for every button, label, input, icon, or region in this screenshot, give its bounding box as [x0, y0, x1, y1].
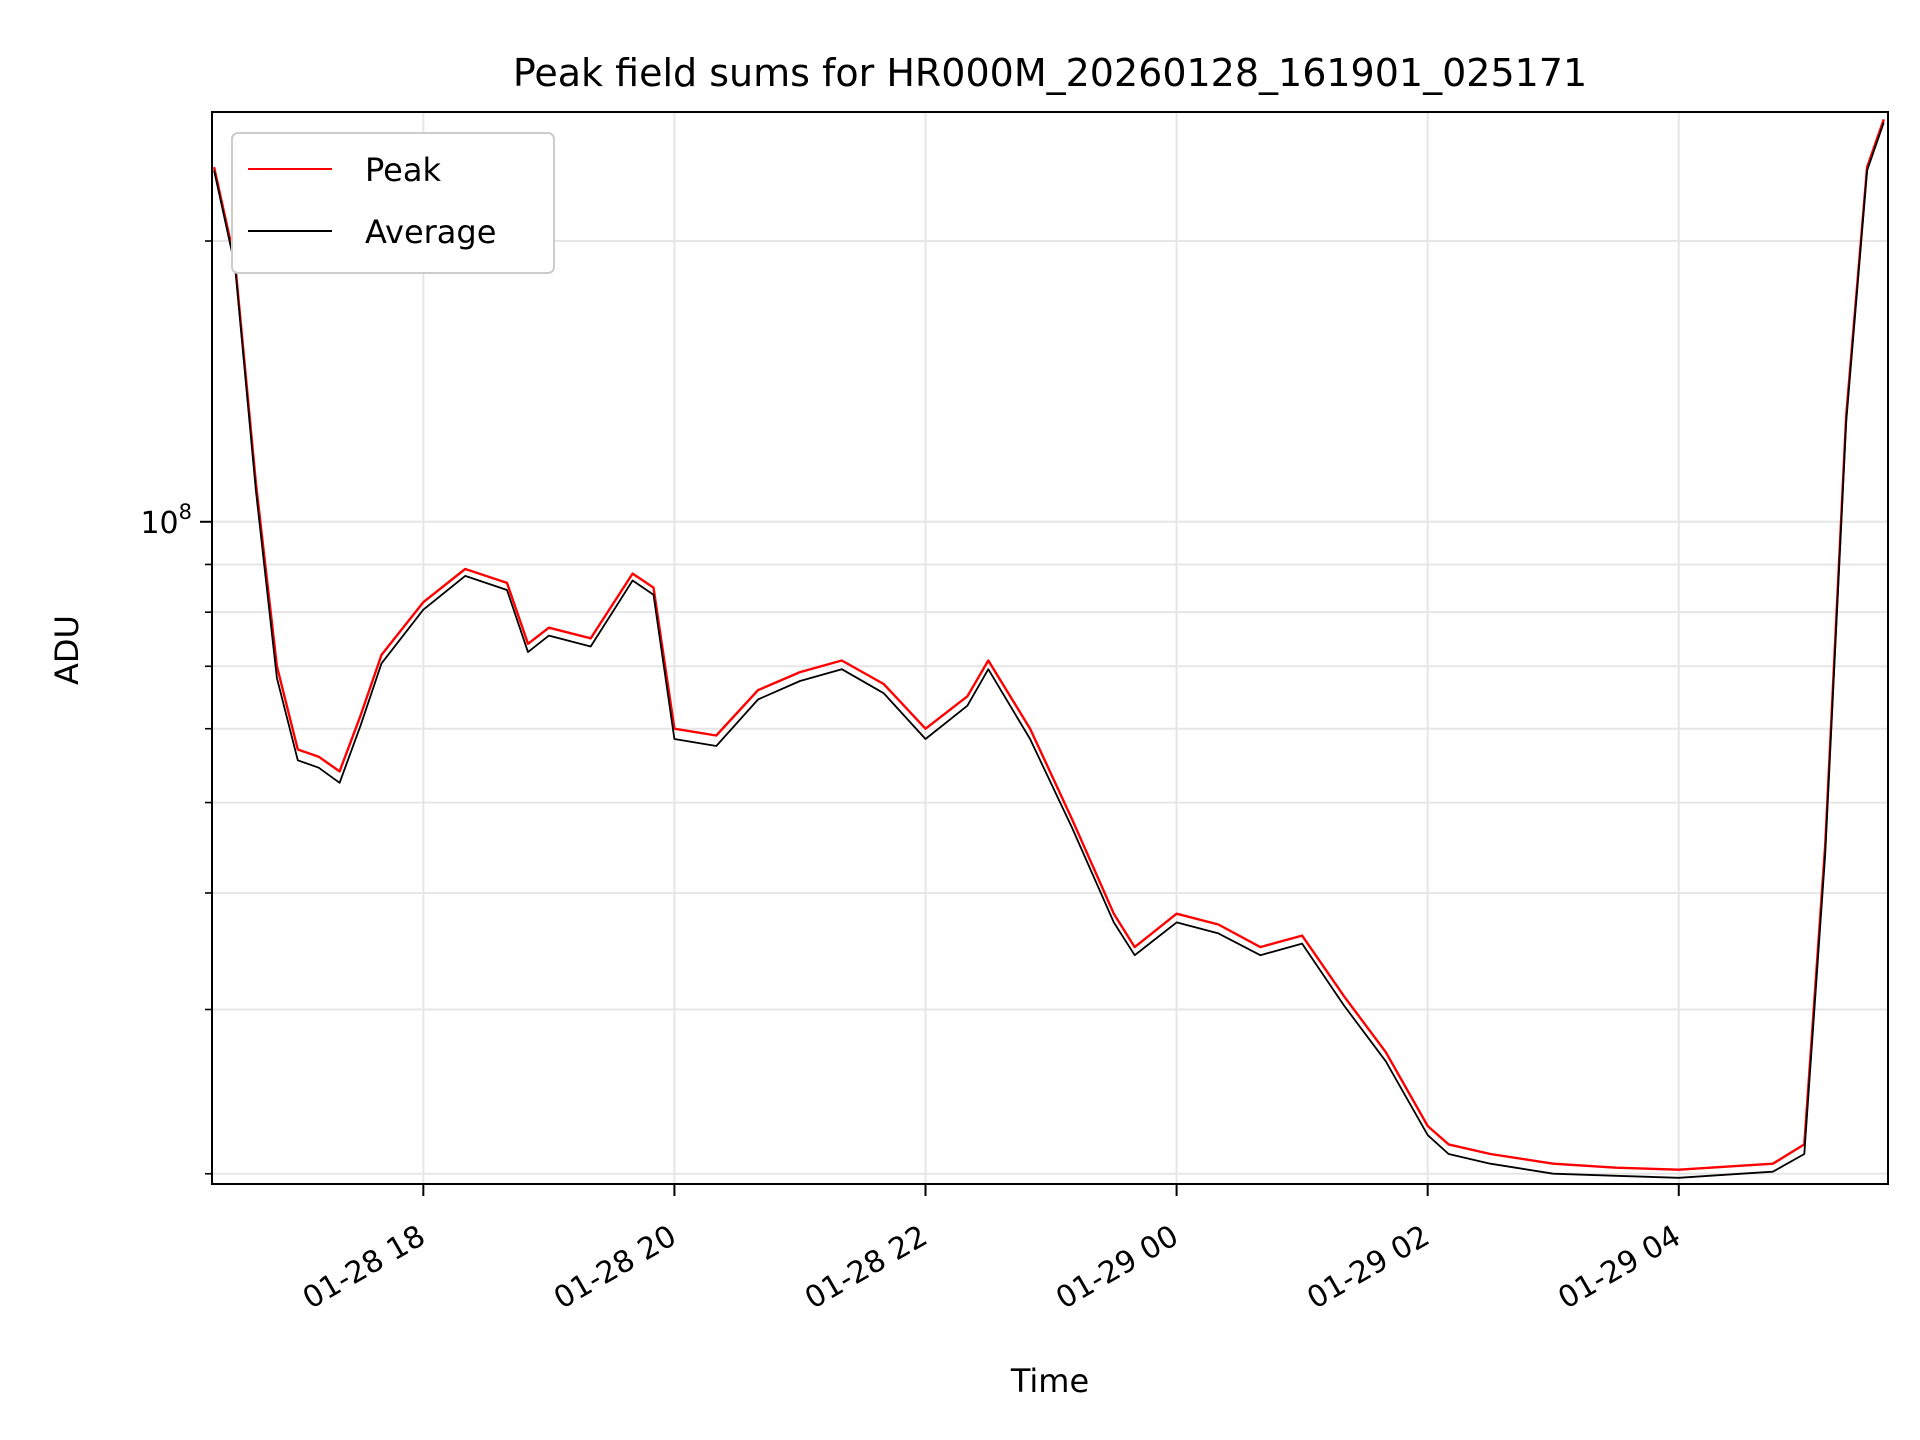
y-axis-ticks: 108 [140, 240, 212, 1175]
x-tick-label: 01-28 22 [799, 1219, 933, 1317]
legend-label-average: Average [365, 213, 496, 251]
x-tick-label: 01-29 04 [1552, 1219, 1686, 1317]
y-tick-label: 108 [140, 500, 192, 541]
legend: Peak Average [231, 132, 555, 274]
plot-lines [212, 119, 1885, 1179]
x-tick-label: 01-29 00 [1050, 1219, 1184, 1317]
x-axis-ticks: 01-28 18 01-28 20 01-28 22 01-29 00 01-29 02… [297, 1184, 1687, 1316]
plot-frame [211, 111, 1889, 1185]
x-tick-label: 01-28 18 [297, 1219, 431, 1317]
x-axis-label: Time [1010, 1362, 1089, 1400]
y-axis-label: ADU [48, 615, 86, 685]
x-tick-label: 01-28 20 [548, 1219, 682, 1317]
series-line-peak [212, 119, 1885, 1171]
series-line-average [213, 122, 1885, 1179]
chart-title: Peak field sums for HR000M_20260128_1619… [513, 51, 1587, 95]
legend-label-peak: Peak [365, 151, 441, 189]
grid [212, 112, 1888, 1184]
x-tick-label: 01-29 02 [1301, 1219, 1435, 1317]
